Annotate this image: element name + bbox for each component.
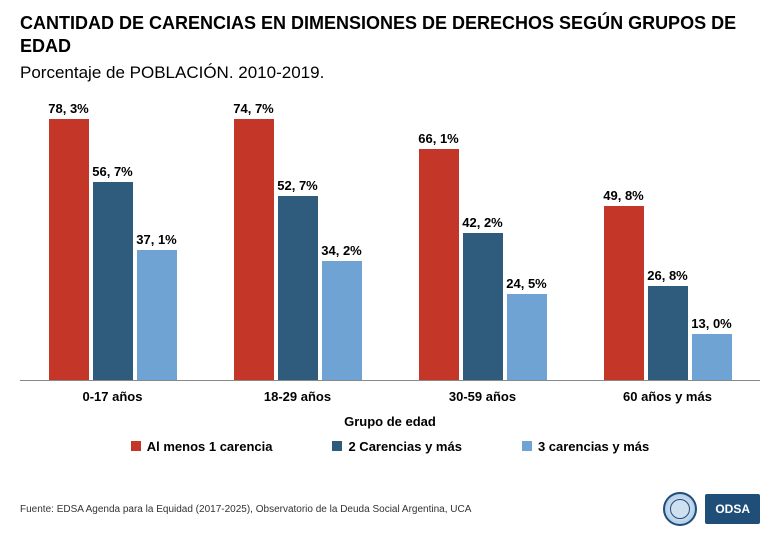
bar-value-label: 13, 0% — [691, 316, 731, 331]
bar-chart: 78, 3% 56, 7% 37, 1% 74, 7% 52, 7% 34, 2% 66, … — [20, 101, 760, 381]
bar — [419, 149, 459, 380]
legend-label: 2 Carencias y más — [348, 439, 461, 454]
bar-column: 13, 0% — [692, 101, 732, 380]
bar — [137, 250, 177, 379]
chart-container: 78, 3% 56, 7% 37, 1% 74, 7% 52, 7% 34, 2% 66, … — [20, 101, 760, 421]
legend-item: 2 Carencias y más — [332, 439, 461, 454]
bar-value-label: 66, 1% — [418, 131, 458, 146]
bar-column: 49, 8% — [604, 101, 644, 380]
legend-item: 3 carencias y más — [522, 439, 649, 454]
legend-label: Al menos 1 carencia — [147, 439, 273, 454]
bar-group: 49, 8% 26, 8% 13, 0% — [575, 101, 760, 380]
uca-seal-icon — [663, 492, 697, 526]
legend: Al menos 1 carencia 2 Carencias y más 3 ca… — [20, 439, 760, 454]
bar-column: 52, 7% — [278, 101, 318, 380]
bar-column: 34, 2% — [322, 101, 362, 380]
legend-swatch-icon — [522, 441, 532, 451]
chart-title-line1: CANTIDAD DE CARENCIAS EN DIMENSIONES DE … — [20, 12, 760, 59]
bar — [322, 261, 362, 380]
bar — [49, 119, 89, 380]
bar — [463, 233, 503, 380]
odsa-logo: ODSA — [705, 494, 760, 524]
bar-value-label: 78, 3% — [48, 101, 88, 116]
legend-swatch-icon — [131, 441, 141, 451]
bar-group: 74, 7% 52, 7% 34, 2% — [205, 101, 390, 380]
category-label: 30-59 años — [390, 389, 575, 404]
legend-item: Al menos 1 carencia — [131, 439, 273, 454]
category-label: 18-29 años — [205, 389, 390, 404]
chart-title-line2: Porcentaje de POBLACIÓN. 2010-2019. — [20, 63, 760, 83]
bar-column: 66, 1% — [419, 101, 459, 380]
bar-group: 66, 1% 42, 2% 24, 5% — [390, 101, 575, 380]
bar — [93, 182, 133, 380]
category-labels-row: 0-17 años18-29 años30-59 años60 años y m… — [20, 389, 760, 404]
bar-column: 24, 5% — [507, 101, 547, 380]
bar-value-label: 74, 7% — [233, 101, 273, 116]
category-label: 60 años y más — [575, 389, 760, 404]
bar-column: 37, 1% — [137, 101, 177, 380]
bar-column: 74, 7% — [234, 101, 274, 380]
bar-value-label: 56, 7% — [92, 164, 132, 179]
bar-value-label: 26, 8% — [647, 268, 687, 283]
bar-column: 56, 7% — [93, 101, 133, 380]
logos: ODSA — [663, 492, 760, 526]
bar — [692, 334, 732, 379]
bar-column: 42, 2% — [463, 101, 503, 380]
bar — [234, 119, 274, 380]
bar-value-label: 34, 2% — [321, 243, 361, 258]
bar-value-label: 52, 7% — [277, 178, 317, 193]
bar-value-label: 42, 2% — [462, 215, 502, 230]
source-text: Fuente: EDSA Agenda para la Equidad (201… — [20, 504, 471, 515]
legend-label: 3 carencias y más — [538, 439, 649, 454]
category-label: 0-17 años — [20, 389, 205, 404]
bar-value-label: 49, 8% — [603, 188, 643, 203]
bar — [604, 206, 644, 380]
bar — [507, 294, 547, 379]
bar — [278, 196, 318, 380]
bar — [648, 286, 688, 379]
bar-column: 26, 8% — [648, 101, 688, 380]
bar-group: 78, 3% 56, 7% 37, 1% — [20, 101, 205, 380]
legend-swatch-icon — [332, 441, 342, 451]
bar-value-label: 37, 1% — [136, 232, 176, 247]
bar-column: 78, 3% — [49, 101, 89, 380]
footer: Fuente: EDSA Agenda para la Equidad (201… — [20, 492, 760, 526]
bar-value-label: 24, 5% — [506, 276, 546, 291]
x-axis-title: Grupo de edad — [20, 414, 760, 429]
